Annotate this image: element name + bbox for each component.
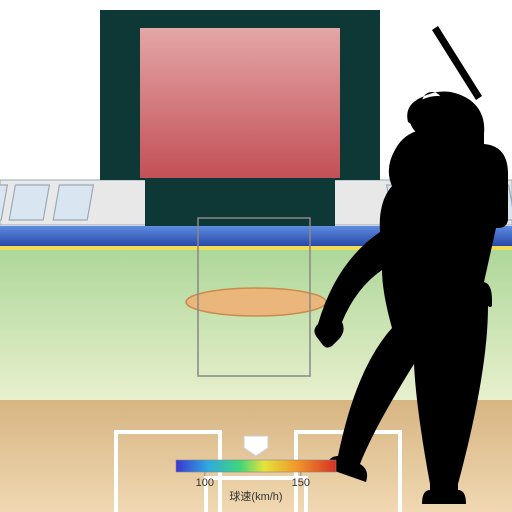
stand-panel bbox=[9, 185, 49, 220]
speed-axis-label: 球速(km/h) bbox=[229, 489, 282, 503]
scoreboard-base bbox=[145, 180, 335, 226]
speed-tick-label: 100 bbox=[196, 477, 214, 489]
scoreboard-screen bbox=[140, 28, 340, 178]
pitch-location-figure: 100 150 球速(km/h) bbox=[0, 0, 512, 512]
speed-tick-label: 150 bbox=[292, 477, 310, 489]
stand-panel bbox=[53, 185, 93, 220]
speed-colorbar bbox=[176, 460, 336, 472]
pitchers-mound bbox=[186, 288, 326, 316]
